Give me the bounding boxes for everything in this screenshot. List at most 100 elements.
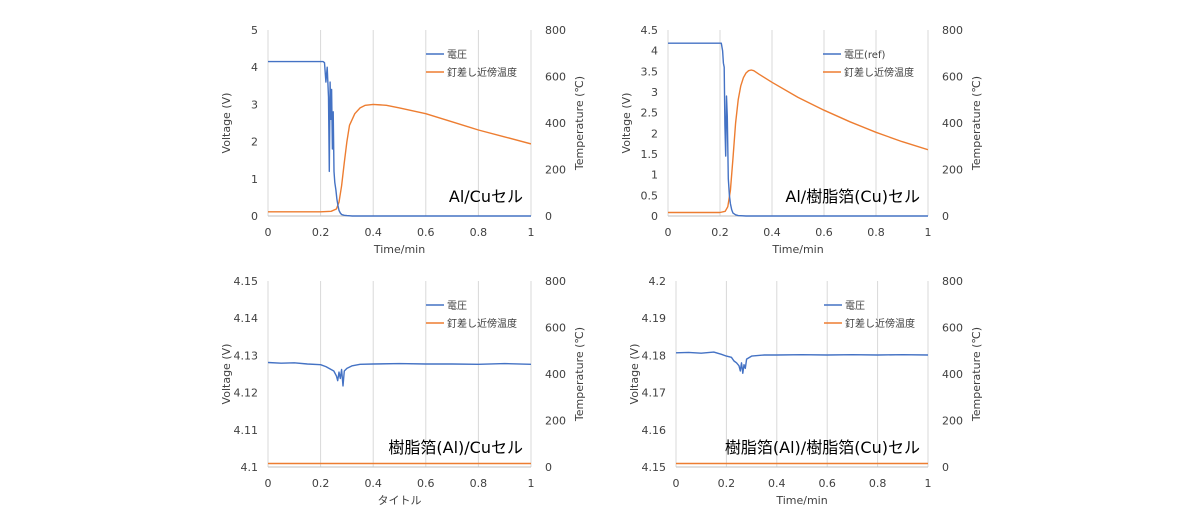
x-axis-title: Time/min <box>771 243 823 256</box>
y-tick-label: 4.2 <box>649 275 667 288</box>
chart-annotation: 樹脂箔(Al)/Cuセル <box>388 438 523 457</box>
y2-tick-label: 800 <box>942 24 963 37</box>
x-tick-label: 0.2 <box>711 226 729 239</box>
y-tick-label: 4.16 <box>642 424 667 437</box>
x-tick-label: 0.8 <box>869 477 887 490</box>
x-tick-label: 1 <box>528 477 535 490</box>
x-tick-label: 0.8 <box>470 226 488 239</box>
y-axis-title: Voltage (V) <box>628 344 641 405</box>
y2-tick-label: 600 <box>942 322 963 335</box>
y-tick-label: 4.17 <box>642 387 667 400</box>
y2-tick-label: 400 <box>942 117 963 130</box>
y-axis-title: Voltage (V) <box>620 93 633 154</box>
y2-tick-label: 200 <box>942 164 963 177</box>
y-tick-label: 1 <box>251 173 258 186</box>
y2-tick-label: 800 <box>545 275 566 288</box>
legend-label: 電圧 <box>447 300 467 312</box>
legend-label: 釘差し近傍温度 <box>845 317 915 330</box>
x-tick-label: 0.6 <box>417 477 435 490</box>
y2-tick-label: 200 <box>545 164 566 177</box>
chart-annotation: Al/Cuセル <box>449 187 523 206</box>
y-tick-label: 4.5 <box>641 24 659 37</box>
y-tick-label: 2.5 <box>641 107 659 120</box>
x-tick-label: 0.2 <box>312 226 330 239</box>
y-tick-label: 4.13 <box>234 349 259 362</box>
y2-tick-label: 600 <box>545 322 566 335</box>
y2-axis-title: Temperature (℃) <box>573 76 586 171</box>
y-tick-label: 4.19 <box>642 312 667 325</box>
temperature-series-line <box>268 103 531 213</box>
legend-label: 電圧(ref) <box>844 49 885 61</box>
x-tick-label: 0.4 <box>364 226 382 239</box>
x-tick-label: 0 <box>265 226 272 239</box>
x-tick-label: 0 <box>665 226 672 239</box>
y-tick-label: 4 <box>651 45 658 58</box>
chart-panel-3: 0 0.2 0.4 0.6 0.8 1 4.1 4.11 4.12 4.13 4.14 4.15 0 20… <box>220 275 586 507</box>
legend-label: 電圧 <box>845 300 865 312</box>
chart-panel-4: 0 0.2 0.4 0.6 0.8 1 4.15 4.16 4.17 4.18 4.19 4.2 0 20… <box>628 275 983 507</box>
legend-label: 釘差し近傍温度 <box>844 66 914 79</box>
voltage-series-line <box>268 361 531 387</box>
y-tick-label: 4.15 <box>642 461 667 474</box>
legend-label: 釘差し近傍温度 <box>447 66 517 79</box>
x-axis-title: タイトル <box>378 494 422 507</box>
y2-tick-label: 0 <box>545 461 552 474</box>
x-tick-label: 1 <box>925 477 932 490</box>
x-tick-label: 0.6 <box>417 226 435 239</box>
y2-axis-title: Temperature (℃) <box>970 76 983 171</box>
x-axis-title: Time/min <box>373 243 425 256</box>
y-tick-label: 3.5 <box>641 65 659 78</box>
x-tick-label: 0.4 <box>768 477 786 490</box>
y2-tick-label: 600 <box>942 71 963 84</box>
y2-tick-label: 200 <box>942 415 963 428</box>
y-axis-title: Voltage (V) <box>220 344 233 405</box>
x-axis-title: Time/min <box>775 494 827 507</box>
y2-axis-title: Temperature (℃) <box>573 327 586 422</box>
y-tick-label: 1.5 <box>641 148 659 161</box>
x-tick-label: 0.6 <box>818 477 836 490</box>
x-tick-label: 1 <box>925 226 932 239</box>
y2-tick-label: 200 <box>545 415 566 428</box>
y2-tick-label: 400 <box>545 117 566 130</box>
y-tick-label: 0 <box>651 210 658 223</box>
y2-tick-label: 400 <box>942 368 963 381</box>
y-tick-label: 3 <box>651 86 658 99</box>
y-tick-label: 4.12 <box>234 387 259 400</box>
y-tick-label: 0 <box>251 210 258 223</box>
chart-annotation: Al/樹脂箔(Cu)セル <box>785 187 920 206</box>
y2-tick-label: 400 <box>545 368 566 381</box>
voltage-series-line <box>676 351 928 374</box>
chart-annotation: 樹脂箔(Al)/樹脂箔(Cu)セル <box>725 438 920 457</box>
voltage-series-line <box>668 42 928 217</box>
chart-panel-2: 0 0.2 0.4 0.6 0.8 100.511.522.533.544.5020040… <box>620 24 983 256</box>
y-tick-label: 4.18 <box>642 349 667 362</box>
x-tick-label: 0 <box>265 477 272 490</box>
y2-tick-label: 800 <box>942 275 963 288</box>
y2-axis-title: Temperature (℃) <box>970 327 983 422</box>
y-tick-label: 1 <box>651 169 658 182</box>
x-tick-label: 0.2 <box>718 477 736 490</box>
x-tick-label: 1 <box>528 226 535 239</box>
y2-tick-label: 0 <box>942 461 949 474</box>
x-tick-label: 0 <box>673 477 680 490</box>
y-axis-title: Voltage (V) <box>220 93 233 154</box>
y2-tick-label: 800 <box>545 24 566 37</box>
x-tick-label: 0.6 <box>815 226 833 239</box>
y-tick-label: 2 <box>251 136 258 149</box>
legend-label: 釘差し近傍温度 <box>447 317 517 330</box>
x-tick-label: 0.4 <box>763 226 781 239</box>
y-tick-label: 4.1 <box>241 461 259 474</box>
voltage-series-line <box>268 60 531 217</box>
y-tick-label: 4.15 <box>234 275 259 288</box>
x-tick-label: 0.2 <box>312 477 330 490</box>
x-tick-label: 0.4 <box>364 477 382 490</box>
legend-label: 電圧 <box>447 49 467 61</box>
y2-tick-label: 600 <box>545 71 566 84</box>
y-tick-label: 2 <box>651 127 658 140</box>
y-tick-label: 4.14 <box>234 312 259 325</box>
y-tick-label: 0.5 <box>641 189 659 202</box>
y2-tick-label: 0 <box>942 210 949 223</box>
x-tick-label: 0.8 <box>867 226 885 239</box>
x-tick-label: 0.8 <box>470 477 488 490</box>
